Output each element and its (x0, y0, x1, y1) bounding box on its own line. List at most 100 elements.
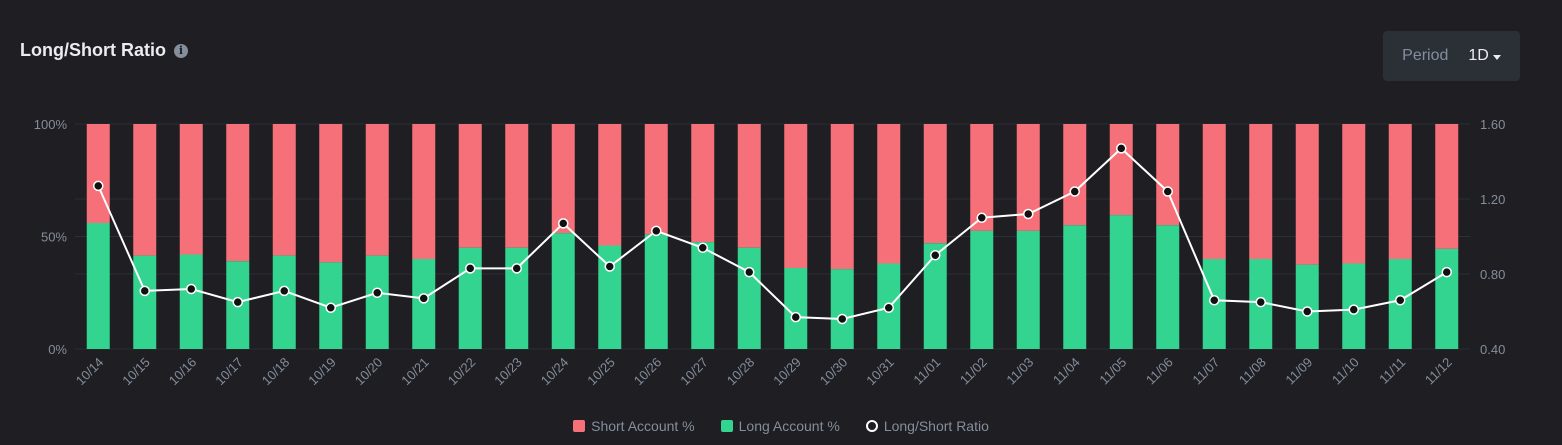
legend-label-ratio: Long/Short Ratio (883, 418, 989, 434)
x-tick-label: 11/06 (1143, 355, 1176, 388)
period-value[interactable]: 1D (1468, 47, 1501, 65)
short-bar (179, 124, 203, 255)
y-right-tick-label: 0.40 (1480, 342, 1505, 357)
x-tick-label: 10/21 (398, 355, 432, 389)
x-tick-label: 10/16 (166, 355, 200, 389)
long-bar (644, 234, 668, 349)
y-left-tick-label: 0% (48, 342, 67, 357)
long-bar (1156, 225, 1180, 349)
x-tick-label: 11/12 (1422, 355, 1455, 388)
x-tick-label: 11/10 (1329, 355, 1362, 388)
short-bar (412, 124, 436, 259)
ratio-point (837, 313, 848, 325)
x-tick-label: 10/24 (538, 355, 572, 389)
ratio-point (697, 242, 708, 253)
ratio-point (1255, 296, 1266, 308)
long-bar (1016, 230, 1040, 349)
x-tick-label: 10/22 (445, 355, 479, 389)
chart-header: Long/Short Ratio i (20, 40, 188, 61)
y-right-tick-label: 1.20 (1480, 192, 1505, 207)
short-bar (877, 124, 901, 264)
x-tick-label: 10/23 (491, 355, 525, 389)
short-bar (1388, 124, 1412, 259)
ratio-point (1441, 266, 1452, 278)
ratio-point (93, 180, 104, 192)
x-tick-label: 11/11 (1376, 355, 1408, 387)
ratio-point (651, 225, 662, 237)
ratio-point (279, 285, 290, 297)
short-bar (458, 124, 482, 248)
x-tick-label: 11/03 (1003, 355, 1036, 388)
legend-item-short[interactable]: Short Account % (573, 418, 695, 434)
short-bar (1435, 124, 1459, 249)
legend-item-ratio[interactable]: Long/Short Ratio (865, 418, 989, 434)
x-tick-label: 10/31 (863, 355, 897, 389)
short-bar (1202, 124, 1226, 259)
legend-label-short: Short Account % (591, 418, 695, 434)
ratio-point (232, 296, 243, 308)
ratio-point (186, 283, 197, 295)
long-bar (691, 242, 715, 349)
info-icon[interactable]: i (173, 43, 188, 58)
short-bar (1016, 124, 1040, 231)
long-bar (1109, 215, 1133, 349)
long-bar (272, 255, 296, 349)
short-bar (319, 124, 343, 263)
ratio-point (1116, 143, 1127, 154)
ratio-point (558, 218, 569, 229)
long-bar (784, 268, 808, 349)
long-bar (86, 223, 110, 349)
x-tick-label: 10/19 (305, 355, 339, 389)
x-tick-label: 11/09 (1282, 355, 1315, 388)
long-bar (412, 259, 436, 349)
short-bar (505, 124, 529, 248)
ratio-point (1348, 304, 1359, 315)
chevron-down-icon (1492, 54, 1501, 60)
long-bar (1063, 225, 1087, 349)
short-bar (1295, 124, 1319, 265)
ratio-line (97, 147, 1448, 321)
long-bar (737, 247, 761, 349)
short-bar (133, 124, 157, 256)
short-bar (1342, 124, 1366, 264)
long-bar (133, 255, 157, 349)
period-selector[interactable]: Period 1D (1383, 31, 1520, 81)
x-tick-label: 10/15 (119, 355, 153, 389)
page-title: Long/Short Ratio (20, 40, 166, 60)
x-tick-label: 10/17 (212, 355, 246, 389)
x-tick-label: 10/14 (73, 355, 107, 389)
y-right-tick-label: 0.80 (1480, 267, 1505, 282)
short-bar (598, 124, 622, 246)
long-bar (458, 247, 482, 349)
short-bar (272, 124, 296, 256)
ratio-point (372, 287, 383, 298)
ratio-point (744, 266, 755, 278)
legend-swatch-long (720, 420, 733, 432)
short-bar (226, 124, 250, 262)
ratio-point (418, 293, 429, 304)
period-value-text: 1D (1468, 47, 1489, 64)
ratio-point (976, 212, 987, 223)
long-bar (365, 255, 389, 349)
x-tick-label: 10/18 (259, 355, 293, 389)
long-bar (551, 233, 575, 349)
long-bar (598, 245, 622, 349)
ratio-point (604, 261, 615, 272)
ratio-point (1162, 186, 1173, 197)
x-tick-label: 10/20 (352, 355, 386, 389)
x-tick-label: 10/25 (584, 355, 618, 389)
y-left-tick-label: 50% (41, 230, 67, 245)
short-bar (1249, 124, 1273, 259)
short-bar (784, 124, 808, 268)
ratio-point (883, 302, 894, 313)
long-bar (830, 269, 854, 349)
ratio-point (1069, 186, 1080, 197)
legend-item-long[interactable]: Long Account % (720, 418, 840, 434)
short-bar (923, 124, 947, 244)
ratio-point (511, 263, 522, 274)
ratio-point (1395, 295, 1406, 306)
x-tick-label: 11/05 (1096, 355, 1129, 388)
short-bar (1063, 124, 1087, 226)
ratio-point (790, 311, 801, 323)
